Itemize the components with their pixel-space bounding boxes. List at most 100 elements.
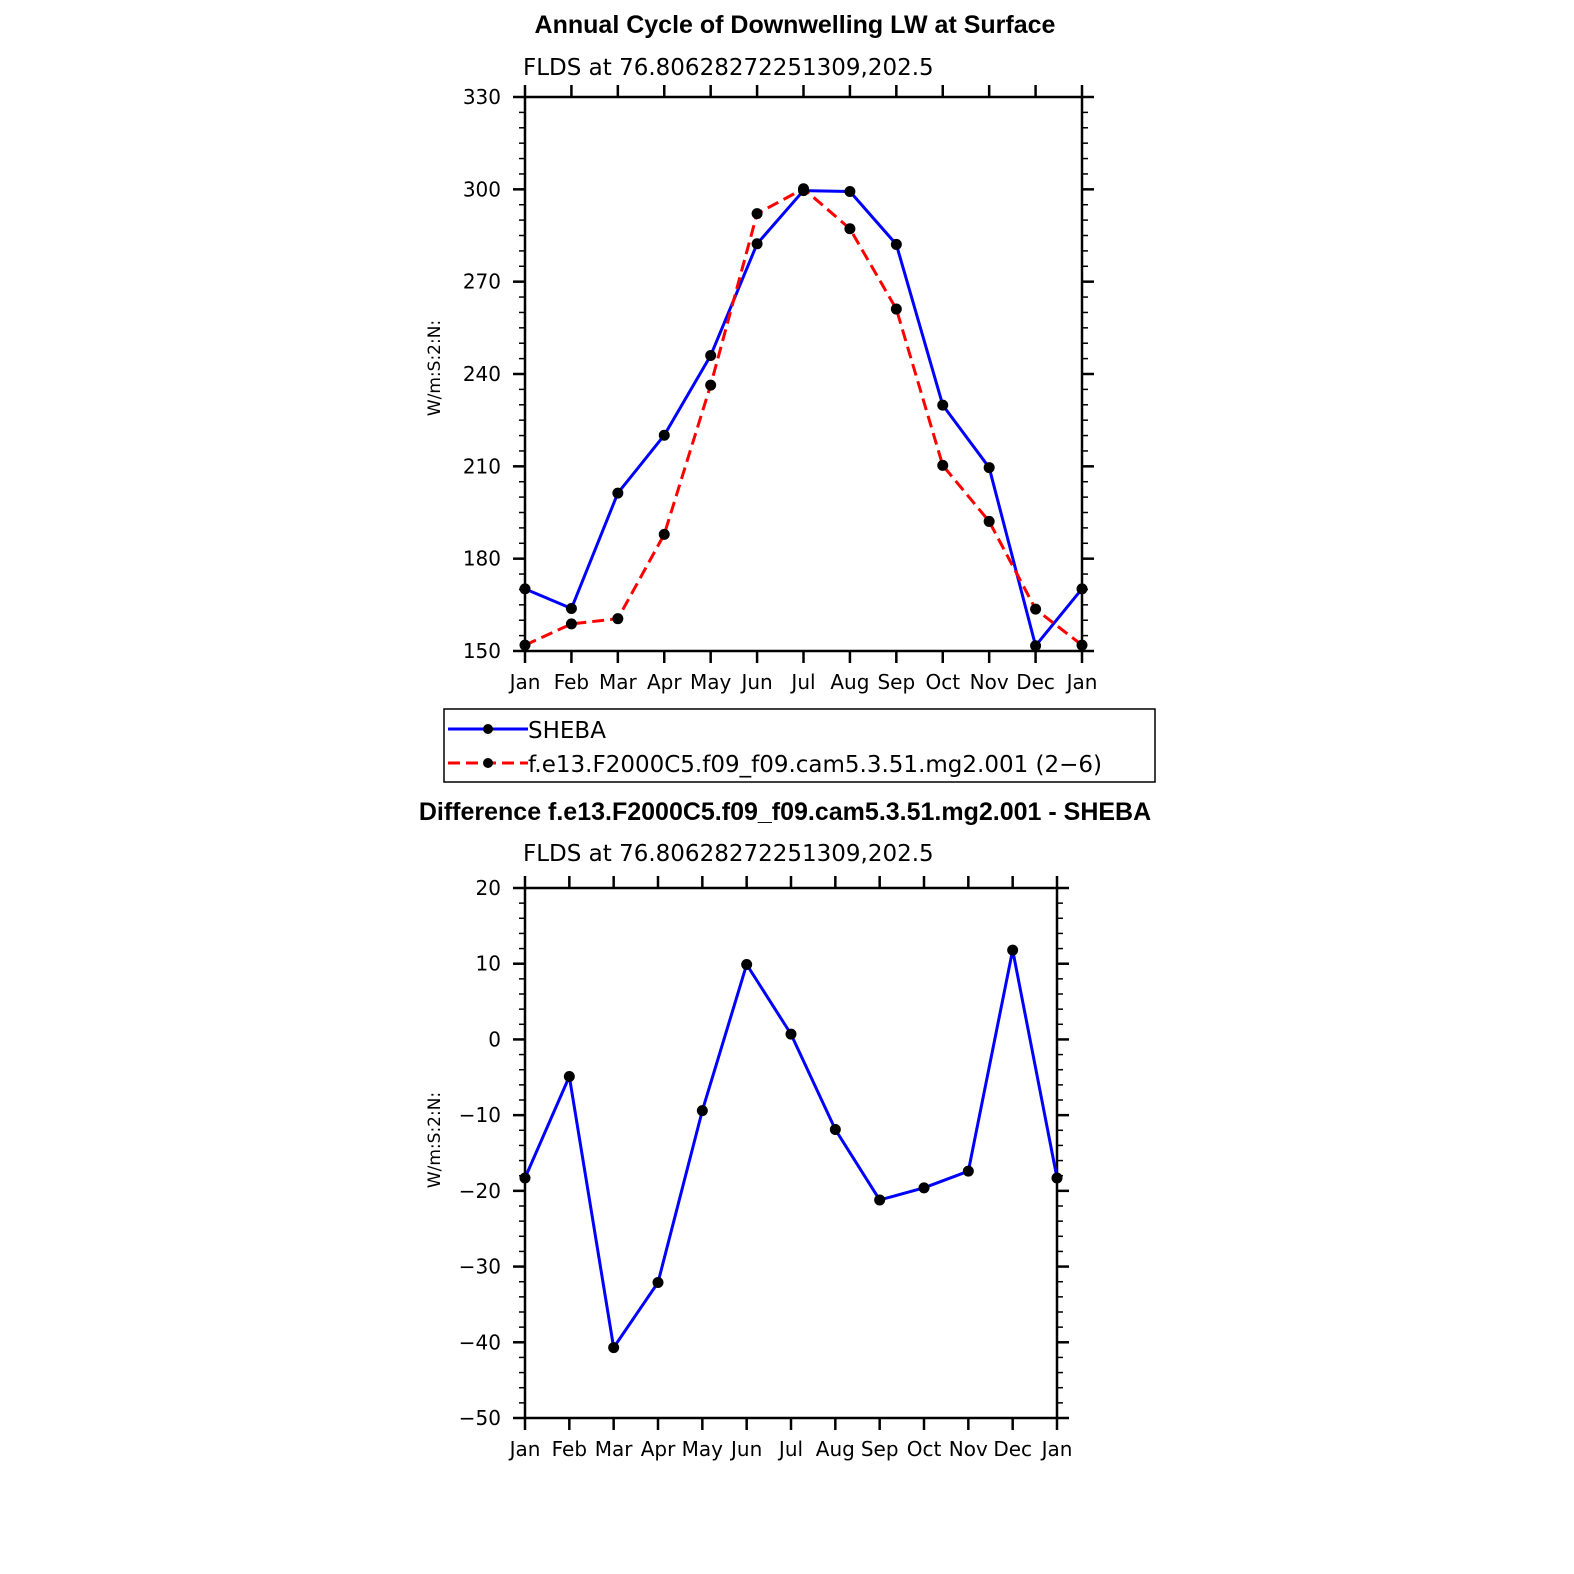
data-point bbox=[612, 613, 624, 625]
x-tick-label: Oct bbox=[907, 1437, 942, 1461]
y-tick-label: 210 bbox=[463, 454, 501, 478]
x-tick-label: Jun bbox=[739, 670, 772, 694]
x-tick-label: Apr bbox=[641, 1437, 676, 1461]
chart-title: Difference f.e13.F2000C5.f09_f09.cam5.3.… bbox=[419, 798, 1151, 826]
legend-label-model: f.e13.F2000C5.f09_f09.cam5.3.51.mg2.001 … bbox=[528, 752, 1102, 778]
series-lines bbox=[519, 183, 1088, 652]
x-tick-label: Jul bbox=[789, 670, 815, 694]
data-point bbox=[658, 429, 670, 441]
legend-marker-model bbox=[483, 758, 493, 768]
data-point bbox=[519, 1172, 531, 1184]
data-point bbox=[652, 1276, 664, 1288]
data-point bbox=[785, 1028, 797, 1040]
y-tick-label: 150 bbox=[463, 639, 501, 663]
data-point bbox=[563, 1071, 575, 1083]
data-point bbox=[751, 238, 763, 250]
y-tick-label: 330 bbox=[463, 85, 501, 109]
x-tick-label: Dec bbox=[993, 1437, 1032, 1461]
data-point bbox=[890, 303, 902, 315]
data-point bbox=[519, 639, 531, 651]
chart-subtitle: FLDS at 76.80628272251309,202.5 bbox=[523, 55, 934, 81]
series-line-2 bbox=[524, 187, 1083, 647]
y-tick-label: 0 bbox=[488, 1027, 501, 1051]
data-point bbox=[983, 462, 995, 474]
data-point bbox=[937, 399, 949, 411]
data-point bbox=[983, 515, 995, 527]
x-tick-label: Jun bbox=[729, 1437, 762, 1461]
x-tick-label: Jan bbox=[508, 1437, 541, 1461]
series-lines bbox=[519, 944, 1063, 1354]
data-point bbox=[962, 1165, 974, 1177]
y-tick-label: −40 bbox=[459, 1330, 501, 1354]
chart-title: Annual Cycle of Downwelling LW at Surfac… bbox=[535, 11, 1056, 39]
data-point bbox=[1076, 639, 1088, 651]
plot-frame bbox=[523, 95, 1084, 653]
x-tick-label: Jan bbox=[1040, 1437, 1073, 1461]
series-line-1 bbox=[524, 189, 1084, 648]
annual-cycle-panel: Annual Cycle of Downwelling LW at Surfac… bbox=[425, 11, 1156, 783]
legend-box bbox=[443, 708, 1156, 783]
x-tick-label: Mar bbox=[595, 1437, 634, 1461]
data-point bbox=[844, 223, 856, 235]
plot-axes: Jan Feb Mar Apr May Jun Jul Aug Sep Oct Nov Dec Jan−… bbox=[459, 876, 1073, 1461]
x-tick-label: Jan bbox=[508, 670, 541, 694]
x-tick-label: Aug bbox=[830, 670, 869, 694]
y-tick-label: 10 bbox=[476, 952, 501, 976]
legend-label-sheba: SHEBA bbox=[528, 718, 606, 744]
chart-subtitle: FLDS at 76.80628272251309,202.5 bbox=[523, 841, 934, 867]
x-tick-label: Nov bbox=[949, 1437, 988, 1461]
y-tick-label: −10 bbox=[459, 1103, 501, 1127]
data-point bbox=[565, 603, 577, 615]
data-point bbox=[612, 487, 624, 499]
x-tick-label: May bbox=[682, 1437, 724, 1461]
y-tick-label: −30 bbox=[459, 1255, 501, 1279]
x-tick-label: Jan bbox=[1065, 670, 1098, 694]
data-point bbox=[658, 528, 670, 540]
data-point bbox=[798, 183, 809, 195]
series-line-1 bbox=[523, 948, 1059, 1350]
data-point bbox=[608, 1342, 620, 1354]
y-tick-label: −20 bbox=[459, 1179, 501, 1203]
x-tick-label: Mar bbox=[599, 670, 638, 694]
data-point bbox=[565, 618, 577, 630]
x-tick-label: Dec bbox=[1016, 670, 1055, 694]
y-tick-label: 270 bbox=[463, 270, 501, 294]
plot-axes: Jan Feb Mar Apr May Jun Jul Aug Sep Oct Nov Dec Jan 1… bbox=[463, 85, 1098, 694]
x-tick-label: May bbox=[690, 670, 732, 694]
x-tick-label: Sep bbox=[877, 670, 915, 694]
data-point bbox=[1076, 583, 1088, 595]
data-point bbox=[1051, 1172, 1063, 1184]
data-point bbox=[1030, 640, 1042, 652]
y-tick-label: 20 bbox=[476, 876, 501, 900]
data-point bbox=[890, 238, 902, 250]
y-tick-label: 240 bbox=[463, 362, 501, 386]
data-point bbox=[705, 350, 717, 362]
x-tick-label: Apr bbox=[647, 670, 682, 694]
y-axis-label: W/m:S:2:N: bbox=[425, 320, 445, 416]
y-axis-label: W/m:S:2:N: bbox=[425, 1092, 445, 1188]
y-tick-label: −50 bbox=[459, 1406, 501, 1430]
data-point bbox=[918, 1182, 930, 1194]
x-tick-label: Nov bbox=[970, 670, 1009, 694]
data-point bbox=[1007, 944, 1019, 956]
x-tick-label: Sep bbox=[861, 1437, 899, 1461]
data-point bbox=[751, 208, 763, 220]
data-point bbox=[829, 1124, 841, 1136]
data-point bbox=[874, 1194, 886, 1206]
x-tick-label: Feb bbox=[552, 1437, 587, 1461]
data-point bbox=[705, 379, 717, 391]
difference-panel: Difference f.e13.F2000C5.f09_f09.cam5.3.… bbox=[419, 798, 1151, 1461]
x-tick-label: Feb bbox=[554, 670, 589, 694]
y-tick-label: 300 bbox=[463, 177, 501, 201]
data-point bbox=[937, 459, 949, 471]
x-tick-label: Aug bbox=[816, 1437, 855, 1461]
data-point bbox=[741, 958, 753, 970]
x-tick-label: Jul bbox=[777, 1437, 803, 1461]
x-tick-label: Oct bbox=[925, 670, 960, 694]
legend: SHEBA f.e13.F2000C5.f09_f09.cam5.3.51.mg… bbox=[443, 708, 1156, 783]
data-point bbox=[1030, 603, 1042, 615]
plot-frame bbox=[523, 886, 1059, 1420]
data-point bbox=[844, 185, 856, 197]
data-point bbox=[519, 583, 531, 595]
